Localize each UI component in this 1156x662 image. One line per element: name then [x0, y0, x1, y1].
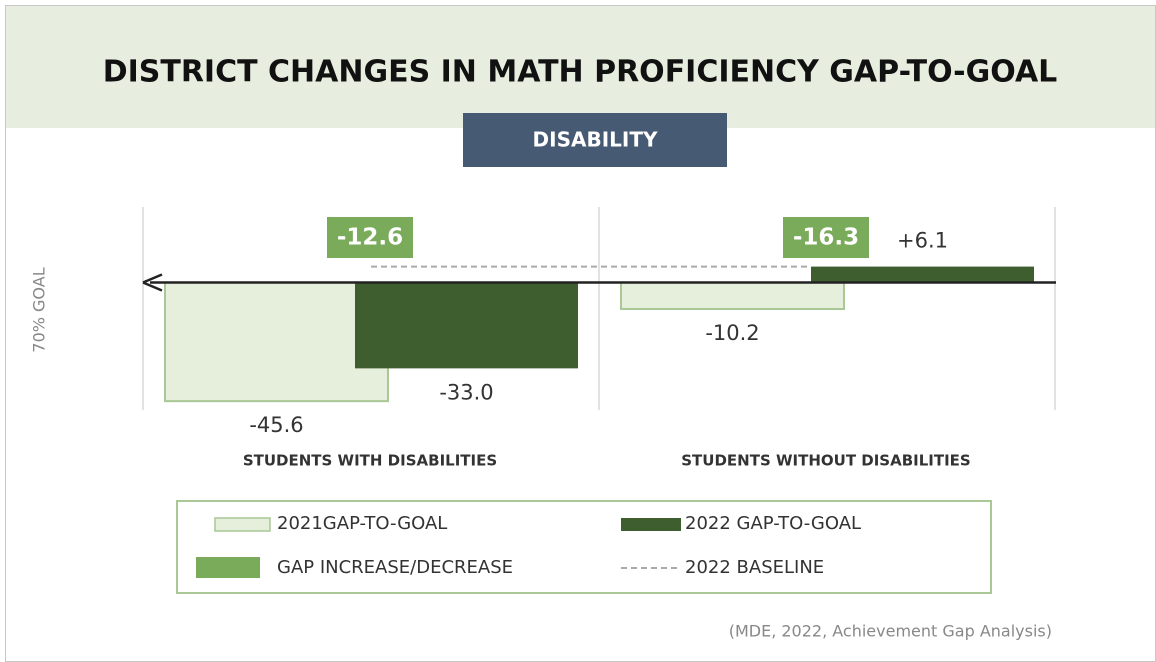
value-label: -45.6 — [249, 413, 303, 437]
source: (MDE, 2022, Achievement Gap Analysis) — [729, 622, 1052, 641]
gap-box — [327, 217, 413, 258]
legend-label: GAP INCREASE/DECREASE — [277, 557, 513, 578]
legend-box — [176, 500, 992, 594]
legend-swatch — [214, 517, 271, 532]
legend-label: 2022 GAP-TO-GOAL — [685, 513, 861, 534]
bar — [620, 281, 845, 311]
legend-swatch — [621, 518, 681, 531]
gap-label: -12.6 — [337, 225, 403, 251]
legend-swatch — [196, 557, 260, 578]
category-label: STUDENTS WITH DISABILITIES — [243, 452, 497, 470]
legend-label: 2022 BASELINE — [685, 557, 824, 578]
subtitle-box — [463, 113, 727, 167]
bar — [355, 282, 578, 369]
gap-label: -16.3 — [793, 225, 859, 251]
value-label: +6.1 — [897, 229, 948, 253]
bar — [164, 281, 389, 403]
title-banner — [6, 6, 1155, 128]
chart-title: DISTRICT CHANGES IN MATH PROFICIENCY GAP… — [103, 55, 1058, 90]
y-axis-label: 70% GOAL — [30, 267, 49, 352]
subtitle: DISABILITY — [533, 128, 658, 152]
category-label: STUDENTS WITHOUT DISABILITIES — [681, 452, 970, 470]
gap-box — [783, 217, 869, 258]
value-label: -33.0 — [439, 380, 493, 404]
goal-arrowhead — [142, 273, 163, 292]
bar — [811, 266, 1034, 283]
value-label: -10.2 — [705, 321, 759, 345]
legend-label: 2021GAP-TO-GOAL — [277, 513, 447, 534]
